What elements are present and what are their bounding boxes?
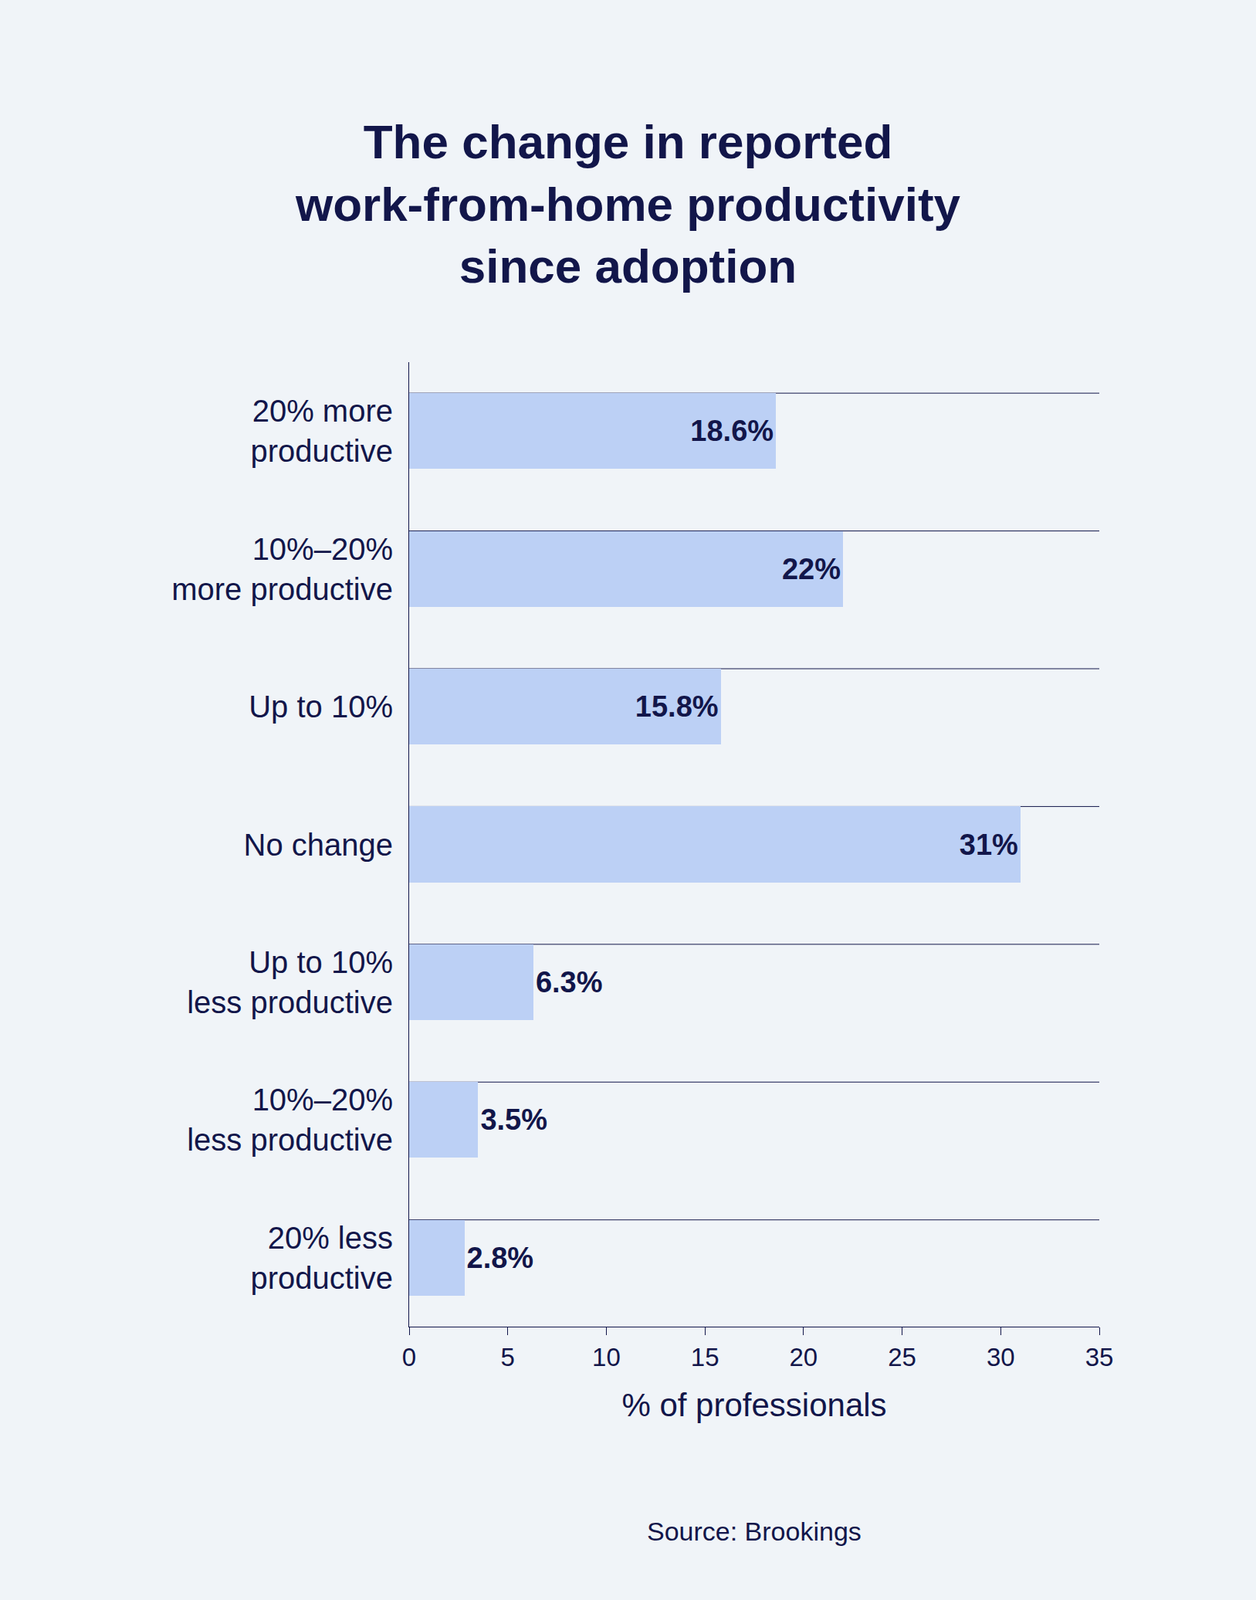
svg-text:15.8%: 15.8%	[635, 690, 719, 723]
svg-text:20% lessproductive: 20% lessproductive	[250, 1220, 393, 1295]
svg-text:22%: 22%	[782, 552, 841, 586]
svg-text:15: 15	[690, 1342, 720, 1372]
svg-text:35: 35	[1085, 1342, 1114, 1372]
svg-text:The change in reportedwork-fro: The change in reportedwork-from-home pro…	[294, 115, 962, 293]
svg-text:25: 25	[887, 1342, 917, 1372]
svg-text:10: 10	[592, 1342, 621, 1372]
svg-text:6.3%: 6.3%	[535, 965, 603, 999]
svg-text:18.6%: 18.6%	[690, 414, 774, 447]
svg-text:20% moreproductive: 20% moreproductive	[250, 393, 393, 468]
svg-text:3.5%: 3.5%	[480, 1103, 548, 1136]
svg-text:30: 30	[986, 1342, 1016, 1372]
svg-text:0: 0	[402, 1342, 417, 1372]
svg-text:5: 5	[501, 1342, 515, 1372]
svg-text:31%: 31%	[959, 828, 1019, 861]
svg-text:10%–20%more productive: 10%–20%more productive	[171, 531, 393, 606]
svg-text:2.8%: 2.8%	[467, 1241, 535, 1274]
svg-text:10%–20%less productive: 10%–20%less productive	[186, 1082, 393, 1157]
svg-text:% of professionals: % of professionals	[621, 1386, 887, 1423]
svg-text:Up to 10%: Up to 10%	[248, 689, 393, 724]
svg-text:No change: No change	[243, 827, 393, 862]
svg-text:Up to 10%less productive: Up to 10%less productive	[186, 944, 393, 1020]
svg-text:Source: Brookings: Source: Brookings	[646, 1516, 862, 1546]
svg-text:20: 20	[789, 1342, 819, 1372]
